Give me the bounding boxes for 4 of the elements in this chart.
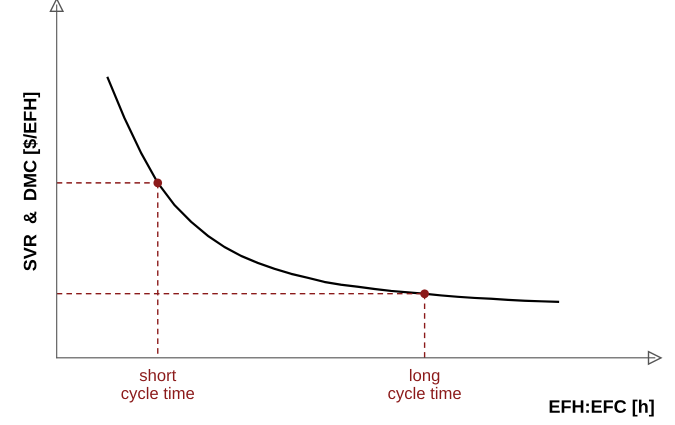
y-axis-title: SVR & DMC [$/EFH] (22, 92, 40, 271)
x-tick-label: long cycle time (388, 368, 461, 402)
x-tick-label: short cycle time (121, 368, 194, 402)
x-axis-title: EFH:EFC [h] (550, 400, 654, 417)
